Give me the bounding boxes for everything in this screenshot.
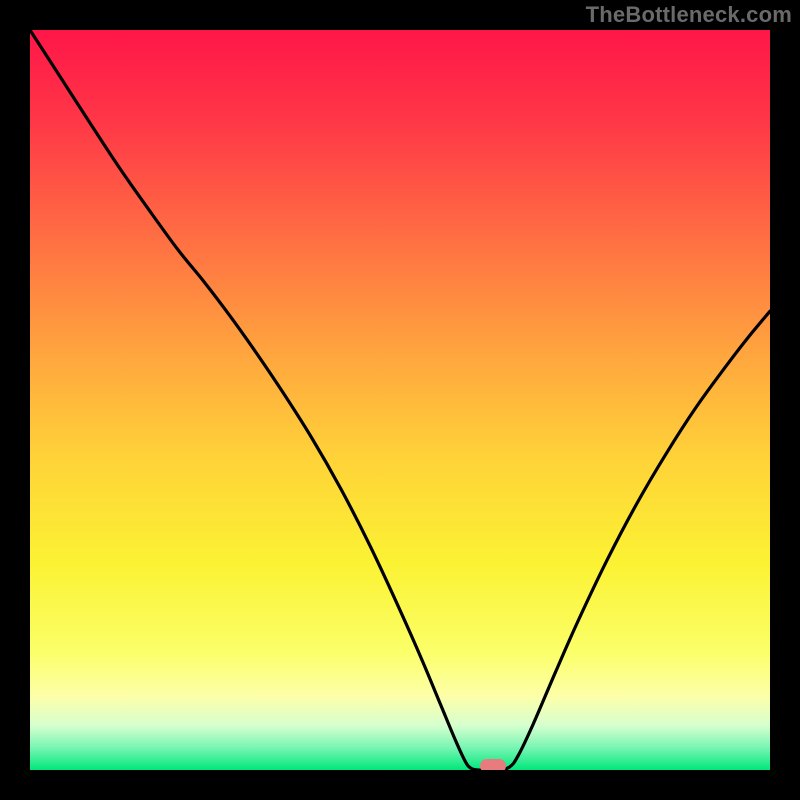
chart-plot-area — [30, 30, 770, 770]
optimal-point-marker — [480, 759, 506, 770]
bottleneck-curve — [30, 30, 770, 770]
watermark-text: TheBottleneck.com — [586, 2, 792, 28]
